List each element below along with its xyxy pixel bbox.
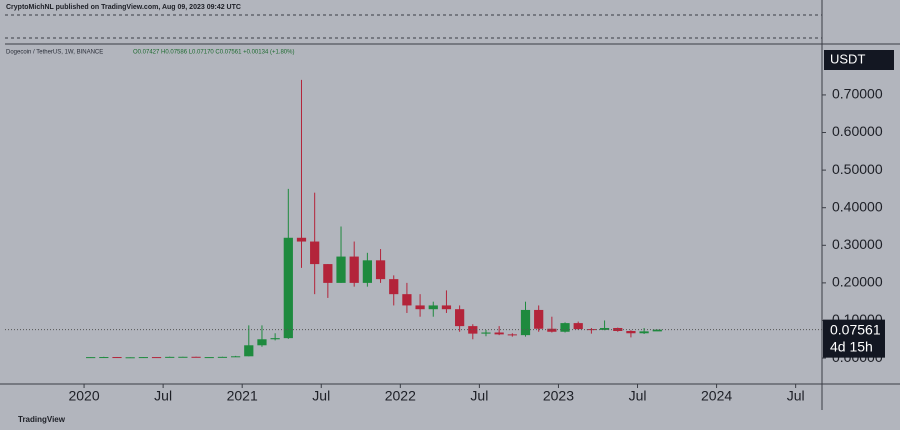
candle-body bbox=[428, 305, 438, 310]
x-tick-label: 2020 bbox=[68, 388, 99, 404]
y-tick-label: 0.70000 bbox=[832, 86, 883, 102]
x-tick-label: Jul bbox=[470, 388, 488, 404]
x-tick-label: 2021 bbox=[227, 388, 258, 404]
x-tick-label: 2022 bbox=[385, 388, 416, 404]
candle-body bbox=[217, 356, 228, 358]
candle-body bbox=[494, 332, 504, 335]
candle-body bbox=[178, 356, 188, 358]
candle-body bbox=[547, 328, 557, 332]
x-tick-label: Jul bbox=[154, 388, 172, 404]
candle-body bbox=[507, 334, 517, 336]
candle-body bbox=[86, 357, 96, 359]
candle-body bbox=[138, 357, 148, 359]
candle-body bbox=[362, 260, 372, 283]
candle-body bbox=[323, 264, 333, 283]
candle-body bbox=[389, 279, 399, 295]
candle-body bbox=[270, 338, 280, 340]
y-tick-label: 0.60000 bbox=[832, 123, 883, 139]
y-tick-label: 0.50000 bbox=[832, 161, 883, 177]
candle-body bbox=[560, 323, 570, 332]
candle-body bbox=[415, 305, 425, 310]
candle-body bbox=[586, 329, 597, 331]
candle-body bbox=[336, 256, 346, 283]
y-tick-label: 0.40000 bbox=[832, 198, 883, 214]
y-tick-label: 0.20000 bbox=[832, 274, 883, 290]
candle-body bbox=[230, 356, 241, 358]
candle-body bbox=[481, 332, 491, 334]
x-tick-label: 2023 bbox=[543, 388, 574, 404]
x-tick-label: Jul bbox=[312, 388, 330, 404]
candle-body bbox=[204, 357, 214, 359]
candle-body bbox=[402, 294, 412, 306]
chart-title: Dogecoin / TetherUS, 1W, BINANCE bbox=[6, 50, 103, 56]
x-tick-label: Jul bbox=[787, 388, 805, 404]
candle-body bbox=[244, 345, 254, 357]
candle-body bbox=[652, 329, 662, 332]
candle-body bbox=[112, 357, 122, 359]
candle-body bbox=[573, 323, 583, 330]
candle-body bbox=[283, 237, 293, 339]
candle-body bbox=[257, 339, 267, 346]
candle-body bbox=[441, 305, 452, 310]
candle-body bbox=[375, 260, 386, 280]
last-price-label: 0.07561 bbox=[830, 321, 881, 337]
candle-body bbox=[534, 309, 544, 329]
candle-body bbox=[191, 356, 201, 358]
candle-body bbox=[151, 357, 162, 359]
candle-body bbox=[455, 309, 465, 327]
candle-body bbox=[99, 357, 109, 359]
branding: TradingView bbox=[18, 415, 66, 424]
candle-body bbox=[310, 241, 320, 265]
y-tick-label: 0.30000 bbox=[832, 236, 883, 252]
candle-body bbox=[639, 331, 649, 334]
candle-body bbox=[468, 326, 478, 334]
publisher: CryptoMichNL published on TradingView.co… bbox=[6, 4, 241, 11]
candle-body bbox=[349, 256, 359, 283]
header-stats: O0.07427 H0.07586 L0.07170 C0.07561 +0.0… bbox=[133, 50, 294, 56]
currency-box bbox=[824, 50, 894, 70]
last-price-box bbox=[823, 319, 885, 358]
x-tick-label: Jul bbox=[629, 388, 647, 404]
candle-body bbox=[599, 327, 610, 330]
x-tick-label: 2024 bbox=[701, 388, 732, 404]
currency: USDT bbox=[830, 51, 865, 66]
candle-body bbox=[296, 237, 307, 242]
candle-body bbox=[520, 309, 531, 336]
candle-body bbox=[626, 330, 636, 334]
candle-body bbox=[165, 356, 175, 358]
candle-body bbox=[125, 357, 135, 359]
countdown: 4d 15h bbox=[830, 338, 873, 354]
